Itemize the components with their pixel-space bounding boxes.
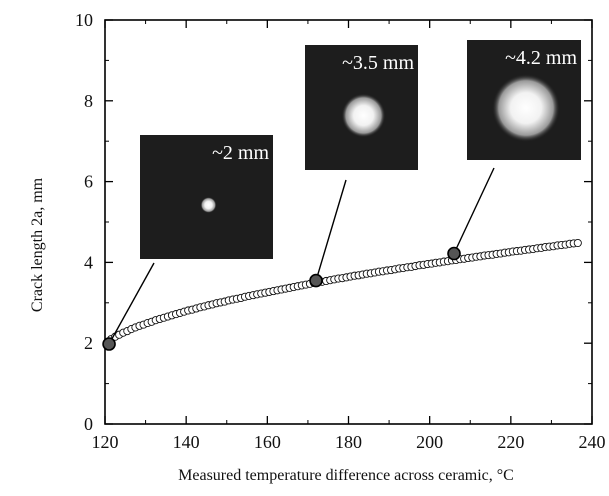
leader-line [315, 179, 347, 281]
y-tick-label: 4 [84, 252, 93, 272]
crack-size-label: ~3.5 mm [342, 52, 414, 74]
highlighted-data-point [447, 246, 461, 261]
y-tick-label: 2 [84, 333, 93, 353]
data-point [573, 238, 582, 248]
crack-size-label: ~4.2 mm [505, 47, 577, 69]
crack-size-label: ~2 mm [212, 142, 269, 164]
crack-inset-image [140, 135, 273, 259]
highlighted-data-point [309, 273, 323, 288]
y-axis-label: Crack length 2a, mm [29, 177, 46, 312]
crack-spot [492, 74, 560, 142]
y-tick-label: 8 [84, 91, 93, 111]
y-tick-label: 10 [75, 10, 93, 30]
x-axis-label: Measured temperature difference across c… [178, 467, 514, 484]
leader-line [108, 262, 155, 345]
x-tick-label: 140 [173, 432, 200, 452]
y-tick-label: 0 [84, 414, 93, 434]
x-tick-label: 120 [92, 432, 119, 452]
crack-spot [341, 93, 386, 138]
x-tick-label: 180 [335, 432, 362, 452]
x-tick-label: 240 [579, 432, 606, 452]
y-tick-label: 6 [84, 172, 93, 192]
x-tick-label: 200 [416, 432, 443, 452]
crack-spot [200, 197, 217, 213]
x-tick-label: 160 [254, 432, 281, 452]
x-tick-label: 220 [497, 432, 524, 452]
leader-line [453, 167, 495, 254]
highlighted-data-point [102, 337, 116, 351]
